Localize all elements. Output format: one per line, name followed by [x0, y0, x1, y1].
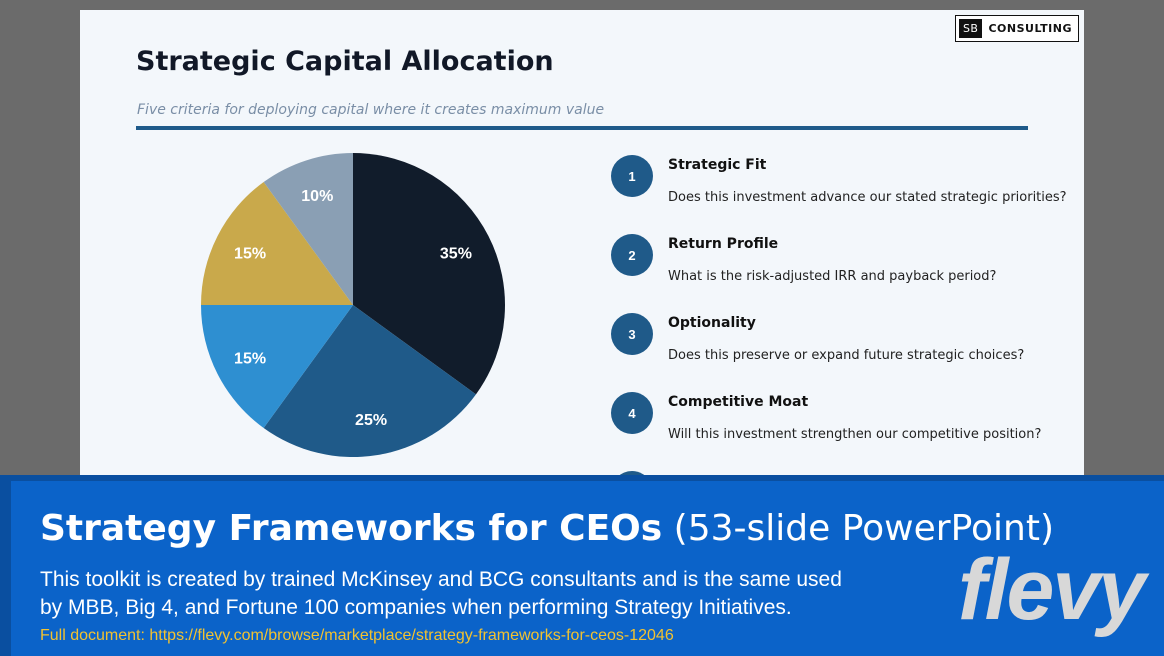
criterion-number-badge: 1	[611, 155, 653, 197]
pie-slice-label-1: 35%	[440, 246, 472, 263]
promo-banner: Strategy Frameworks for CEOs (53-slide P…	[0, 475, 1164, 656]
banner-document-link[interactable]: Full document: https://flevy.com/browse/…	[40, 627, 674, 644]
slide: SB CONSULTING Strategic Capital Allocati…	[80, 10, 1084, 480]
pie-slice-label-2: 25%	[355, 412, 387, 429]
criterion-number-badge: 4	[611, 392, 653, 434]
criterion-description: Does this investment advance our stated …	[668, 190, 1067, 205]
promo-banner-body: Strategy Frameworks for CEOs (53-slide P…	[11, 481, 1164, 656]
criterion-description: Will this investment strengthen our comp…	[668, 427, 1042, 442]
criterion-title: Return Profile	[668, 236, 779, 252]
criterion-title: Optionality	[668, 315, 756, 331]
criterion-description: Does this preserve or expand future stra…	[668, 348, 1025, 363]
pie-slice-2	[263, 305, 476, 457]
logo-mark: SB	[958, 19, 983, 38]
logo-text: CONSULTING	[988, 22, 1072, 35]
criterion-title: Strategic Fit	[668, 157, 767, 173]
sb-consulting-logo: SB CONSULTING	[954, 15, 1079, 42]
title-divider	[136, 126, 1028, 130]
banner-title-bold: Strategy Frameworks for CEOs	[40, 508, 663, 549]
allocation-pie-chart: 35% 25% 15% 15% 10%	[201, 153, 505, 457]
criterion-number-badge: 2	[611, 234, 653, 276]
criterion-description: What is the risk-adjusted IRR and paybac…	[668, 269, 997, 284]
slide-title: Strategic Capital Allocation	[136, 46, 554, 77]
pie-slice-1	[353, 153, 505, 395]
criterion-title: Competitive Moat	[668, 394, 809, 410]
pie-slice-4	[201, 182, 353, 305]
pie-slice-5	[263, 153, 353, 305]
banner-title: Strategy Frameworks for CEOs (53-slide P…	[40, 508, 1054, 549]
slide-subtitle: Five criteria for deploying capital wher…	[137, 102, 605, 118]
criterion-number-badge: 3	[611, 313, 653, 355]
pie-slice-label-5: 10%	[301, 188, 333, 205]
banner-description: This toolkit is created by trained McKin…	[40, 568, 842, 619]
pie-slice-label-3: 15%	[234, 350, 266, 367]
pie-slice-label-4: 15%	[234, 246, 266, 263]
pie-slice-3	[201, 305, 353, 428]
banner-title-light: (53-slide PowerPoint)	[673, 508, 1054, 549]
flevy-logo: flevy	[957, 542, 1146, 638]
